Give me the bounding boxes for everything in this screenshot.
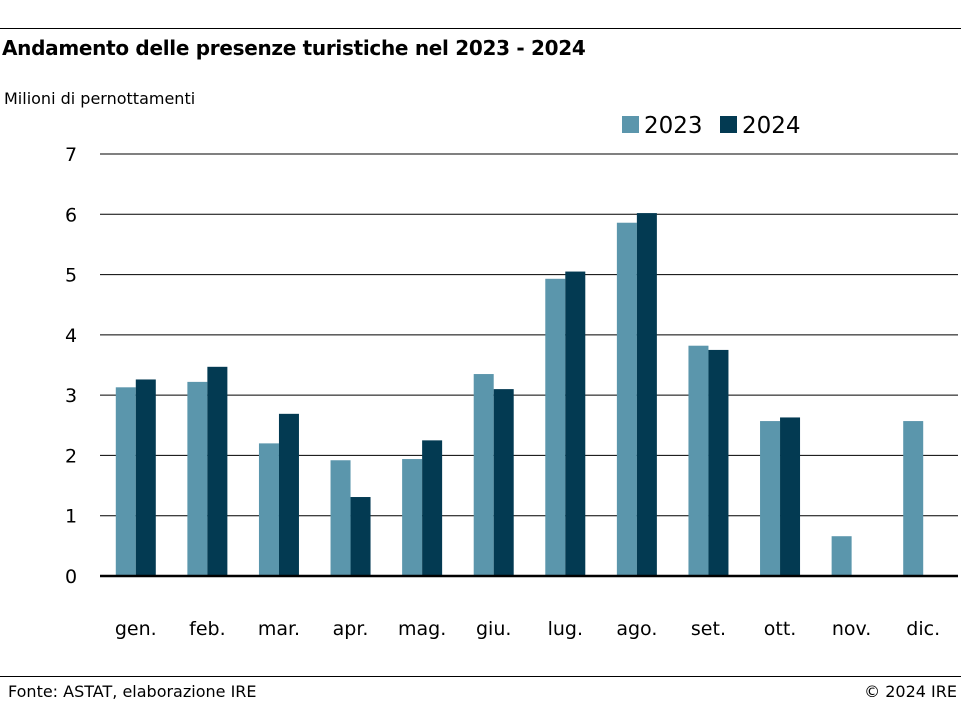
legend-label: 2023 — [644, 113, 703, 139]
bar-2023-feb — [187, 381, 208, 576]
legend-swatch — [622, 116, 639, 133]
bar-2024-giu — [493, 389, 514, 576]
bar-2024-ago — [636, 213, 657, 576]
legend-swatch — [720, 116, 737, 133]
bar-2023-ott — [760, 421, 781, 576]
bar-2024-apr — [350, 497, 371, 576]
y-tick-label: 4 — [65, 325, 77, 347]
y-tick-label: 7 — [65, 144, 77, 166]
y-tick-label: 6 — [65, 204, 77, 226]
x-tick-label: set. — [691, 618, 726, 640]
bar-2023-lug — [545, 278, 566, 576]
y-axis-label: Milioni di pernottamenti — [4, 89, 196, 108]
x-tick-label: lug. — [548, 618, 583, 640]
bar-2023-apr — [330, 460, 351, 576]
bar-2024-feb — [207, 366, 228, 576]
bar-2023-nov — [831, 536, 852, 576]
source-note: Fonte: ASTAT, elaborazione IRE — [8, 682, 257, 701]
gridlines — [100, 153, 958, 517]
y-tick-label: 2 — [65, 445, 77, 467]
x-tick-label: feb. — [189, 618, 225, 640]
bar-2024-ott — [780, 417, 801, 576]
bar-2023-gen — [115, 387, 136, 576]
bar-2024-gen — [135, 379, 156, 576]
y-tick-label: 0 — [65, 566, 77, 588]
bar-2023-dic — [903, 421, 924, 576]
x-tick-label: mag. — [398, 618, 446, 640]
legend: 2023 2024 — [622, 113, 801, 139]
x-tick-label: ott. — [764, 618, 797, 640]
legend-label: 2024 — [742, 113, 801, 139]
bar-2024-mag — [422, 440, 443, 576]
x-tick-label: dic. — [906, 618, 940, 640]
chart-title: Andamento delle presenze turistiche nel … — [2, 36, 586, 60]
y-tick-label: 5 — [65, 265, 77, 287]
bottom-rule — [0, 676, 961, 677]
bar-2023-mag — [402, 459, 423, 576]
top-rule — [0, 28, 961, 29]
x-tick-label: ago. — [616, 618, 657, 640]
y-tick-labels: 0 1 2 3 4 5 6 7 — [65, 144, 77, 588]
x-tick-label: nov. — [832, 618, 871, 640]
x-tick-label: giu. — [476, 618, 511, 640]
x-tick-labels: gen. feb. mar. apr. mag. giu. lug. ago. set. ott.… — [115, 618, 940, 640]
x-tick-label: mar. — [258, 618, 300, 640]
y-tick-label: 1 — [65, 506, 77, 528]
bar-2024-set — [708, 349, 729, 576]
x-tick-label: apr. — [333, 618, 369, 640]
bars — [100, 213, 958, 578]
bar-2024-lug — [565, 271, 586, 576]
x-tick-label: gen. — [115, 618, 157, 640]
bar-2023-ago — [616, 222, 637, 576]
copyright-note: © 2024 IRE — [864, 682, 957, 701]
y-tick-label: 3 — [65, 385, 77, 407]
bar-2023-set — [688, 345, 709, 576]
bar-2024-mar — [278, 413, 299, 576]
bar-2023-giu — [473, 374, 494, 576]
bar-2023-mar — [258, 443, 279, 576]
